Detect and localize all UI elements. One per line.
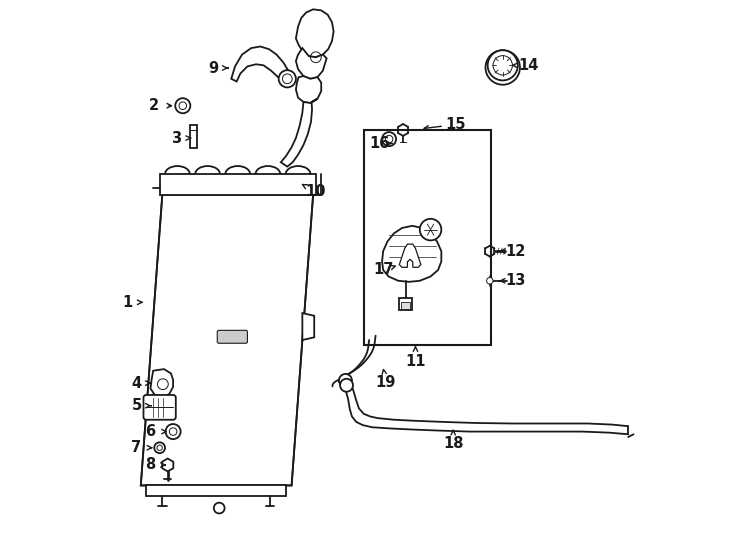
Circle shape	[420, 219, 441, 240]
Circle shape	[214, 503, 225, 514]
Polygon shape	[302, 313, 314, 340]
Polygon shape	[231, 46, 291, 83]
Text: 9: 9	[208, 60, 219, 76]
Circle shape	[279, 70, 296, 87]
Text: 16: 16	[370, 136, 390, 151]
Text: 14: 14	[518, 58, 539, 73]
Polygon shape	[146, 485, 286, 496]
Polygon shape	[150, 369, 173, 397]
Text: 18: 18	[443, 436, 463, 451]
Circle shape	[340, 379, 353, 392]
Polygon shape	[296, 9, 334, 57]
Circle shape	[154, 442, 165, 453]
FancyBboxPatch shape	[217, 330, 247, 343]
Circle shape	[382, 132, 396, 146]
Polygon shape	[162, 458, 173, 471]
Circle shape	[487, 278, 493, 284]
Text: 1: 1	[122, 295, 132, 310]
Bar	[401, 302, 410, 309]
Bar	[190, 125, 197, 148]
Text: 15: 15	[446, 117, 466, 132]
Text: 13: 13	[505, 273, 526, 288]
Polygon shape	[159, 174, 316, 194]
Bar	[399, 298, 413, 310]
Text: 11: 11	[405, 354, 426, 369]
Text: 3: 3	[171, 131, 181, 146]
Circle shape	[175, 98, 190, 113]
Circle shape	[339, 374, 352, 387]
Polygon shape	[296, 76, 321, 103]
Bar	[364, 130, 491, 346]
Circle shape	[487, 50, 517, 80]
Circle shape	[166, 424, 181, 439]
FancyBboxPatch shape	[143, 395, 176, 420]
Polygon shape	[141, 194, 313, 485]
Text: 6: 6	[145, 424, 156, 439]
Text: 17: 17	[373, 262, 393, 278]
Polygon shape	[382, 226, 441, 282]
Text: 12: 12	[505, 244, 526, 259]
Text: 2: 2	[149, 98, 159, 113]
Text: 7: 7	[131, 440, 142, 455]
Polygon shape	[399, 244, 421, 267]
Text: 4: 4	[131, 376, 142, 390]
Text: 19: 19	[376, 375, 396, 389]
Text: 8: 8	[145, 457, 156, 472]
Text: 5: 5	[131, 398, 142, 413]
Polygon shape	[281, 99, 317, 166]
Text: 10: 10	[305, 184, 326, 199]
Polygon shape	[296, 48, 327, 79]
